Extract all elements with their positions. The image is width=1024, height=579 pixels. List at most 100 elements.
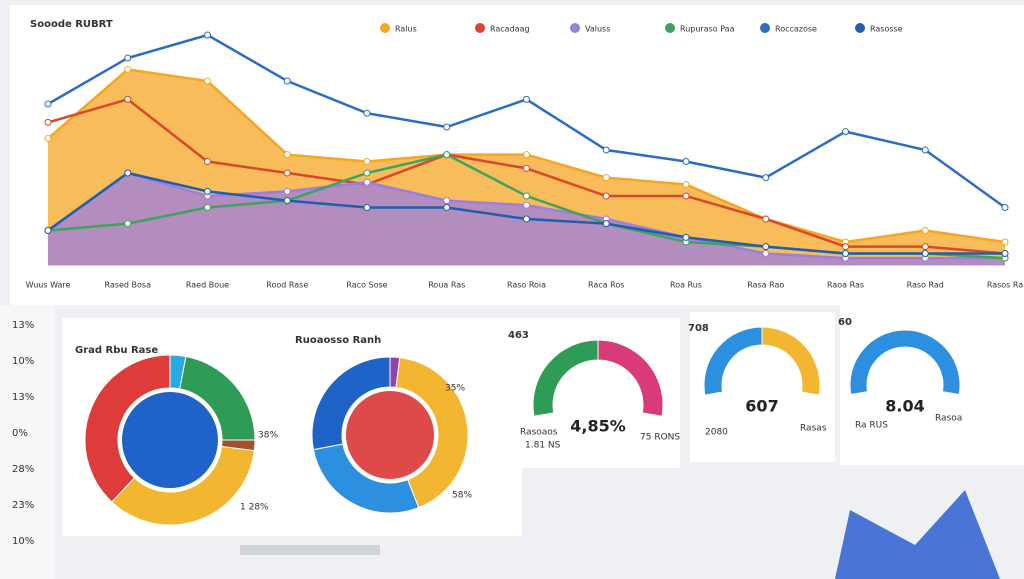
legend-swatch (760, 23, 770, 33)
point (283, 151, 291, 159)
point (204, 204, 211, 211)
point (921, 227, 929, 234)
point (363, 158, 371, 165)
point (283, 187, 291, 195)
point (363, 169, 371, 177)
page-title: Sooode RUBRT (30, 19, 113, 30)
point (523, 215, 530, 223)
point (921, 146, 929, 154)
point (443, 151, 451, 159)
point (204, 77, 211, 85)
annotation: Rasas (800, 424, 827, 434)
point (204, 158, 211, 165)
point (762, 243, 770, 251)
annotation: Ra RUS (855, 421, 888, 431)
point (523, 201, 530, 209)
annotation: 1 28% (240, 503, 269, 513)
donut-center (122, 392, 218, 488)
point (523, 164, 530, 172)
point (921, 243, 929, 251)
point (762, 215, 770, 223)
x-tick-label: Raca Ros (588, 281, 624, 290)
x-tick-label: Rased Bosa (105, 281, 152, 290)
point (682, 192, 690, 200)
point (44, 227, 52, 234)
gauge-segment (597, 339, 664, 417)
point (443, 197, 451, 205)
sidebar-label: 0% (12, 428, 28, 439)
point (523, 151, 530, 159)
sidebar-label: 28% (12, 464, 34, 475)
chart-title: Grad Rbu Rase (75, 345, 158, 356)
sidebar-label: 23% (12, 500, 34, 511)
point (762, 174, 770, 182)
point (204, 187, 211, 195)
sidebar-label: 13% (12, 320, 34, 331)
point (1001, 204, 1009, 211)
point (363, 204, 371, 211)
point (204, 31, 211, 39)
decor-shape (835, 490, 1000, 579)
point (44, 100, 52, 108)
point (523, 95, 530, 103)
donut-center (346, 391, 434, 479)
gauge-value: 8.04 (885, 397, 924, 416)
point (283, 77, 291, 85)
point (682, 233, 690, 241)
gauge-value: 4,85% (570, 417, 626, 436)
legend-label: Ralus (395, 25, 417, 34)
point (283, 197, 291, 205)
legend-swatch (380, 23, 390, 33)
legend-swatch (855, 23, 865, 33)
point (124, 66, 132, 73)
point (124, 169, 132, 177)
point (1001, 250, 1009, 257)
legend-label: Roccazose (775, 25, 817, 34)
legend-label: Rasosse (870, 25, 903, 34)
point (842, 250, 849, 257)
x-tick-label: Raed Boue (186, 281, 229, 290)
chart-title: 463 (508, 330, 529, 341)
donut-segment (395, 357, 469, 509)
gauge-value: 607 (745, 397, 778, 416)
x-tick-label: Rood Rase (266, 281, 308, 290)
point (443, 204, 451, 211)
point (44, 118, 52, 126)
point (363, 178, 371, 186)
gauge-card (840, 305, 1024, 465)
donut-segment (84, 354, 171, 503)
legend-label: Racadaag (490, 25, 530, 34)
point (842, 128, 849, 136)
x-tick-label: Roa Rus (670, 281, 702, 290)
point (1001, 238, 1009, 246)
point (124, 220, 132, 228)
point (602, 146, 610, 154)
x-tick-label: Raoa Ras (827, 281, 864, 290)
point (842, 243, 849, 251)
chart-title: Ruoaosso Ranh (295, 335, 381, 346)
point (682, 158, 690, 165)
gauge-segment (761, 326, 821, 396)
legend-swatch (570, 23, 580, 33)
annotation: Rasoa (935, 414, 962, 424)
annotation: 38% (258, 431, 278, 441)
point (762, 250, 770, 257)
annotation: 1.81 NS (525, 441, 561, 451)
annotation: 2080 (705, 428, 728, 438)
point (363, 109, 371, 117)
annotation: 75 RONS (640, 433, 680, 443)
legend-swatch (665, 23, 675, 33)
point (921, 250, 929, 257)
legend-label: Valuss (585, 25, 610, 34)
annotation: Rasoaos (520, 428, 558, 438)
x-tick-label: Roua Ras (428, 281, 465, 290)
chart-title: 708 (688, 323, 709, 334)
x-tick-label: Rasa Rao (747, 281, 784, 290)
point (124, 54, 132, 62)
sidebar-label: 10% (12, 536, 34, 547)
chart-title: 60 (838, 317, 852, 328)
legend-label: Rupuraso Paa (680, 25, 735, 34)
point (523, 192, 530, 200)
scroll-bar (240, 545, 380, 555)
point (44, 135, 52, 142)
